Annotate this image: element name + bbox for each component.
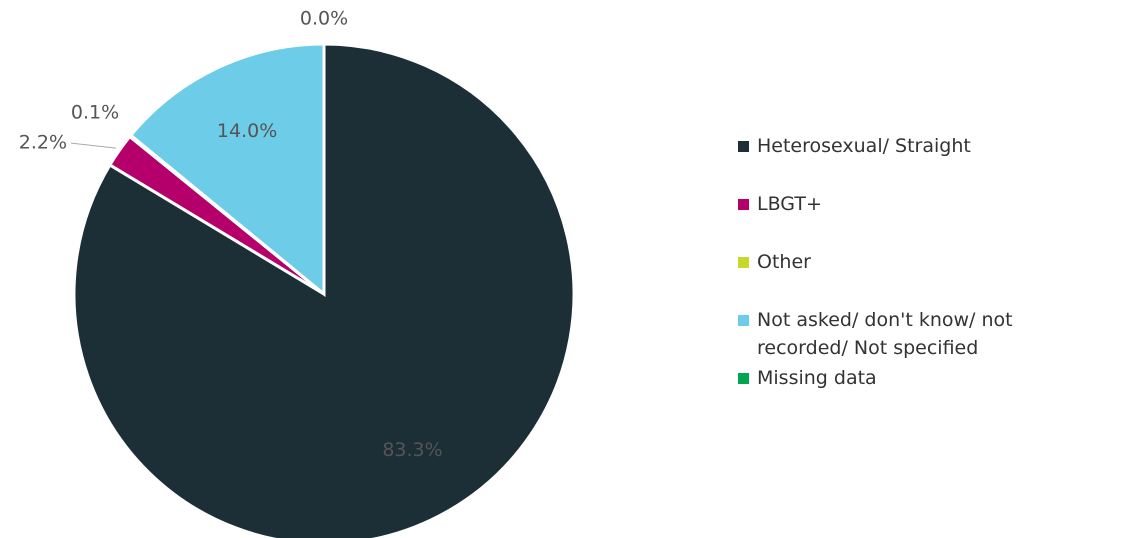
data-label: 83.3% bbox=[382, 439, 442, 461]
legend: Heterosexual/ Straight LBGT+ Other Not aske… bbox=[738, 132, 1118, 422]
legend-label: Missing data bbox=[757, 367, 877, 389]
data-label: 0.0% bbox=[300, 8, 348, 30]
legend-label: Not asked/ don't know/ not recorded/ Not… bbox=[757, 309, 1013, 359]
legend-item: Not asked/ don't know/ not recorded/ Not… bbox=[738, 306, 1118, 362]
data-label: 2.2% bbox=[19, 132, 67, 154]
legend-label: Other bbox=[757, 251, 811, 273]
legend-swatch bbox=[738, 141, 749, 152]
legend-swatch bbox=[738, 315, 749, 326]
legend-item: Heterosexual/ Straight bbox=[738, 132, 1118, 160]
legend-item: Other bbox=[738, 248, 1118, 276]
legend-item: Missing data bbox=[738, 364, 1118, 392]
legend-swatch bbox=[738, 199, 749, 210]
legend-swatch bbox=[738, 373, 749, 384]
legend-label: LBGT+ bbox=[757, 193, 822, 215]
legend-label: Heterosexual/ Straight bbox=[757, 135, 971, 157]
legend-item: LBGT+ bbox=[738, 190, 1118, 218]
legend-swatch bbox=[738, 257, 749, 268]
pie-chart: 83.3% 2.2%0.1% 14.0% 0.0% bbox=[19, 8, 576, 538]
data-label: 14.0% bbox=[217, 120, 277, 142]
pie-slice bbox=[128, 42, 326, 298]
data-label: 0.1% bbox=[71, 102, 119, 124]
leader-line bbox=[71, 142, 117, 149]
